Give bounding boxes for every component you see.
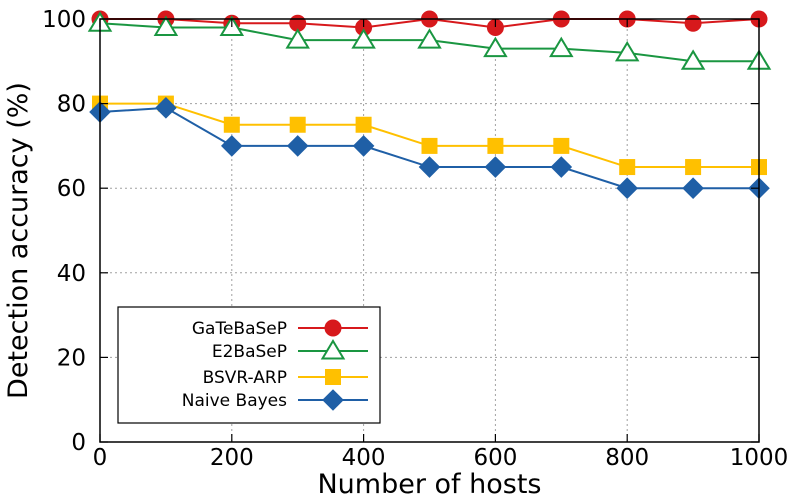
grid xyxy=(100,19,759,442)
legend-marker xyxy=(322,389,344,411)
x-tick-label: 0 xyxy=(93,445,108,471)
data-point xyxy=(223,116,240,133)
data-point xyxy=(285,28,310,49)
data-point xyxy=(549,36,574,58)
data-point xyxy=(685,159,702,176)
x-tick-label: 400 xyxy=(342,445,386,471)
data-point xyxy=(417,28,442,49)
series-2 xyxy=(92,95,767,176)
y-tick-label: 40 xyxy=(57,261,86,287)
data-point xyxy=(550,156,573,178)
x-tick-label: 600 xyxy=(473,445,517,471)
y-tick-label: 60 xyxy=(57,176,86,202)
data-point xyxy=(155,97,177,119)
data-point xyxy=(616,177,638,199)
series-3 xyxy=(89,97,770,199)
data-point xyxy=(352,135,375,157)
data-point xyxy=(553,137,570,154)
data-point xyxy=(289,116,306,133)
data-point xyxy=(682,177,704,199)
data-point xyxy=(680,49,706,70)
y-tick-label: 80 xyxy=(57,92,86,118)
y-tick-label: 20 xyxy=(57,345,86,371)
data-point xyxy=(484,156,507,178)
data-point xyxy=(619,159,636,176)
data-point xyxy=(286,135,309,157)
y-axis-title: Detection accuracy (%) xyxy=(3,82,34,399)
legend-label: E2BaSeP xyxy=(212,342,287,362)
legend-marker xyxy=(320,339,346,360)
data-point xyxy=(221,135,243,157)
x-tick-label: 1000 xyxy=(730,445,789,471)
legend-label: BSVR-ARP xyxy=(203,368,287,388)
data-point xyxy=(351,28,376,49)
plot-frame xyxy=(99,18,760,443)
legend-label: Naive Bayes xyxy=(182,391,287,411)
legend-marker xyxy=(324,319,342,337)
axis-ticks: 0 200 400 600 800 1000 0 20 40 60 80 100 xyxy=(42,7,788,471)
data-point xyxy=(684,14,702,32)
x-tick-label: 200 xyxy=(210,445,254,471)
data-point xyxy=(355,116,372,133)
x-axis-title: Number of hosts xyxy=(317,469,541,500)
x-tick-label: 800 xyxy=(605,445,649,471)
data-point xyxy=(418,156,441,178)
legend-label: GaTeBaSeP xyxy=(192,319,287,339)
y-tick-label: 100 xyxy=(42,7,86,33)
legend-marker xyxy=(325,369,341,385)
data-point xyxy=(614,40,640,62)
data-point xyxy=(153,15,179,36)
legend: GaTeBaSeP E2BaSeP BSVR-ARP Naive Bayes xyxy=(117,306,381,424)
data-point xyxy=(421,137,438,154)
series-layer xyxy=(87,10,772,199)
y-tick-label: 0 xyxy=(71,430,86,456)
data-point xyxy=(483,36,508,58)
data-point xyxy=(487,137,504,154)
